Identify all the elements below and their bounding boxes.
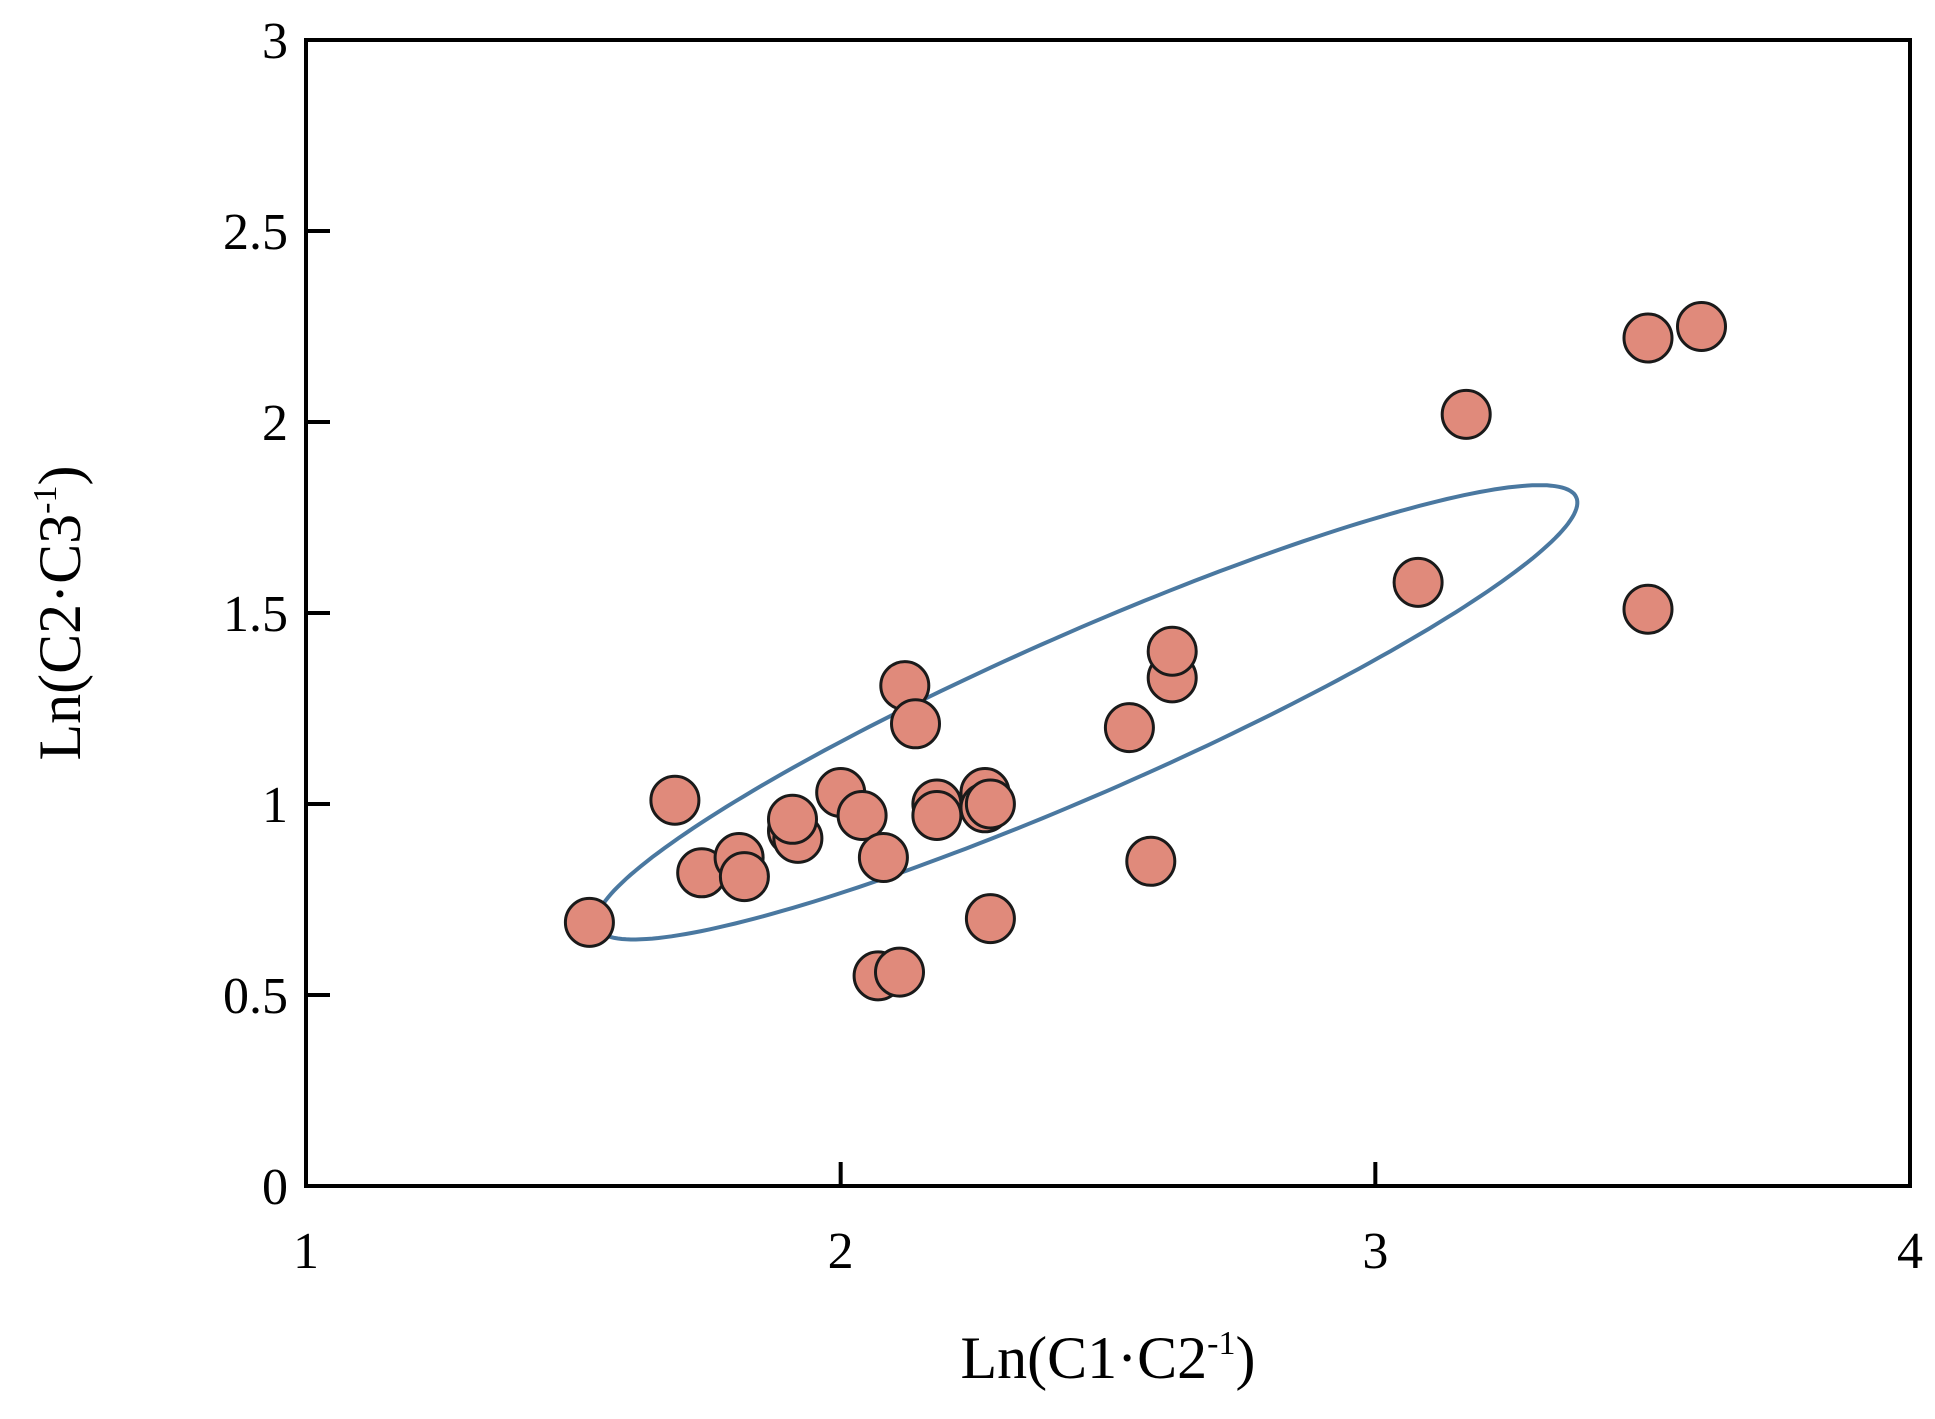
data-point xyxy=(857,832,909,883)
y-tick-label: 1.5 xyxy=(223,586,288,643)
data-point xyxy=(1676,301,1727,352)
x-axis-title: Ln(C1·C2-1) xyxy=(961,1325,1256,1391)
data-point xyxy=(1622,312,1674,364)
y-tick-label: 0 xyxy=(262,1159,288,1216)
data-point xyxy=(874,946,925,998)
data-point xyxy=(1392,556,1444,608)
data-point xyxy=(836,790,888,841)
data-point xyxy=(890,698,941,750)
data-point xyxy=(767,793,818,845)
y-axis-title: Ln(C2·C3-1) xyxy=(27,466,93,761)
y-tick-label: 1 xyxy=(262,777,288,834)
data-point xyxy=(1622,583,1674,635)
y-tick-label: 3 xyxy=(262,13,288,70)
data-point xyxy=(1146,625,1198,677)
x-tick-label: 2 xyxy=(828,1223,854,1280)
x-tick-label: 1 xyxy=(293,1223,319,1280)
y-tick-label: 0.5 xyxy=(223,968,288,1025)
x-tick-label: 4 xyxy=(1897,1223,1923,1280)
data-point xyxy=(649,774,701,826)
data-point xyxy=(1125,835,1177,887)
data-point xyxy=(718,851,770,903)
data-point xyxy=(964,893,1016,945)
data-point xyxy=(563,896,615,948)
x-tick-label: 3 xyxy=(1362,1223,1388,1280)
data-point xyxy=(1103,702,1155,754)
data-point xyxy=(911,790,963,841)
y-tick-label: 2.5 xyxy=(223,204,288,261)
data-point xyxy=(964,778,1016,830)
y-tick-label: 2 xyxy=(262,395,288,452)
data-point xyxy=(1440,388,1492,440)
